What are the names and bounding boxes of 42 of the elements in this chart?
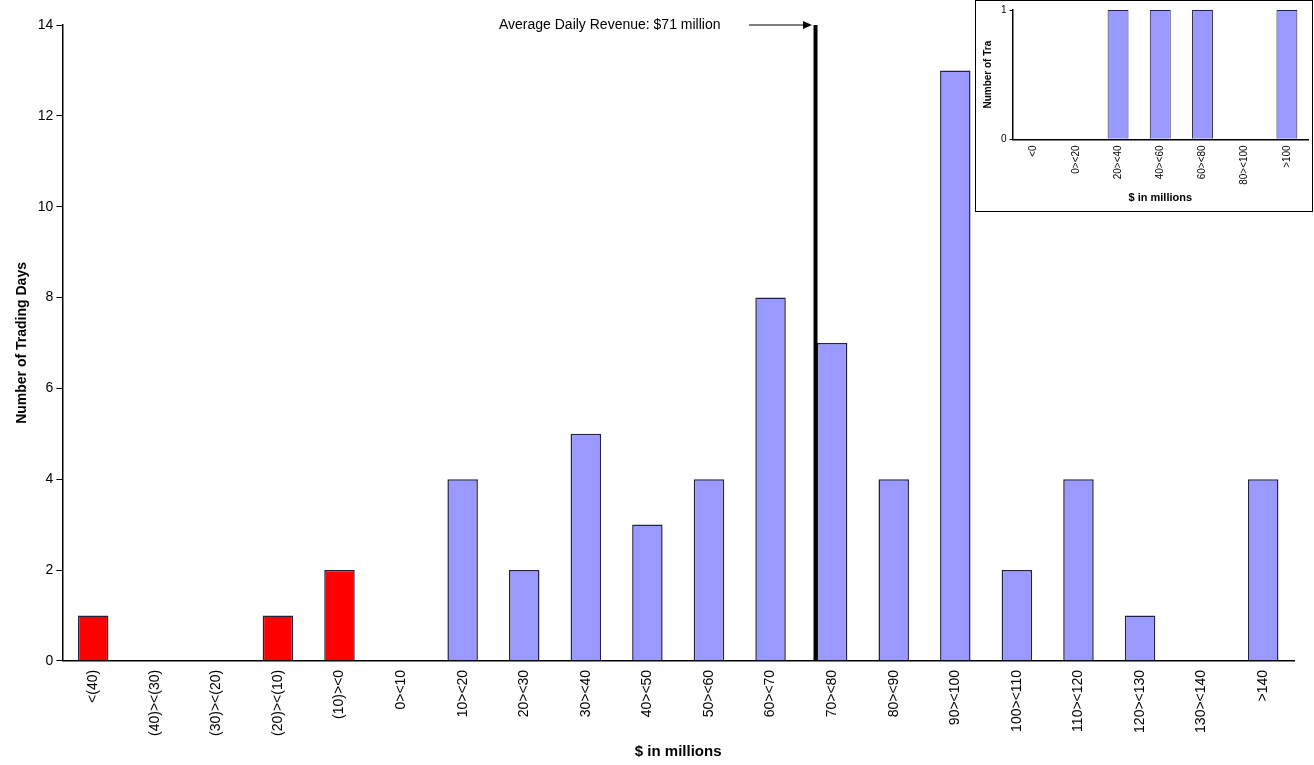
y-axis-title: Number of Trading Days bbox=[13, 261, 30, 424]
x-tick-label: >100 bbox=[1280, 144, 1292, 168]
x-tick-label: (20)><(10) bbox=[268, 669, 285, 737]
y-tick-label: 6 bbox=[45, 379, 54, 396]
x-tick-label: 20><40 bbox=[1111, 144, 1123, 180]
x-tick-label: 110><120 bbox=[1069, 669, 1086, 732]
y-tick-label: 0 bbox=[1001, 133, 1007, 145]
x-tick-label: 80><90 bbox=[884, 669, 901, 718]
y-axis-title: Number of Tra bbox=[981, 40, 993, 109]
x-tick-label: (30)><(20) bbox=[207, 669, 224, 737]
x-tick-label: 0><10 bbox=[391, 669, 408, 710]
y-tick-label: 8 bbox=[45, 288, 54, 305]
x-tick-label: 80><100 bbox=[1238, 144, 1250, 185]
x-tick-label: 100><110 bbox=[1007, 669, 1024, 732]
x-tick-label: 60><70 bbox=[761, 669, 778, 718]
x-tick-label: 60><80 bbox=[1196, 144, 1208, 180]
y-tick-label: 12 bbox=[37, 106, 54, 123]
y-tick-label: 2 bbox=[45, 560, 54, 577]
x-tick-label: 50><60 bbox=[699, 669, 716, 718]
x-tick-label: 120><130 bbox=[1130, 669, 1147, 733]
x-tick-label: >140 bbox=[1254, 669, 1271, 702]
y-tick-label: 0 bbox=[45, 651, 54, 668]
x-tick-label: <(40) bbox=[84, 669, 101, 703]
x-tick-label: 40><60 bbox=[1154, 144, 1166, 180]
x-tick-label: (40)><(30) bbox=[145, 669, 162, 737]
y-tick-label: 1 bbox=[1001, 3, 1007, 15]
x-tick-label: 90><100 bbox=[946, 669, 963, 726]
x-tick-label: 70><80 bbox=[823, 669, 839, 718]
x-tick-label: 20><30 bbox=[515, 669, 532, 718]
x-tick-label: 10><20 bbox=[453, 669, 470, 718]
y-tick-label: 14 bbox=[37, 15, 54, 32]
y-tick-label: 4 bbox=[45, 470, 54, 487]
x-axis-title: $ in millions bbox=[634, 742, 722, 760]
x-tick-label: 40><50 bbox=[638, 669, 655, 718]
x-tick-label: 30><40 bbox=[576, 669, 593, 718]
ref-line-label: Average Daily Revenue: $71 million bbox=[498, 15, 721, 32]
x-tick-label: (10)><0 bbox=[330, 669, 347, 719]
y-tick-label: 10 bbox=[37, 197, 54, 214]
x-axis-title: $ in millions bbox=[1128, 191, 1193, 204]
x-tick-label: 130><140 bbox=[1192, 669, 1209, 733]
x-tick-label: <0 bbox=[1027, 144, 1039, 157]
x-tick-label: 0><20 bbox=[1069, 144, 1081, 174]
